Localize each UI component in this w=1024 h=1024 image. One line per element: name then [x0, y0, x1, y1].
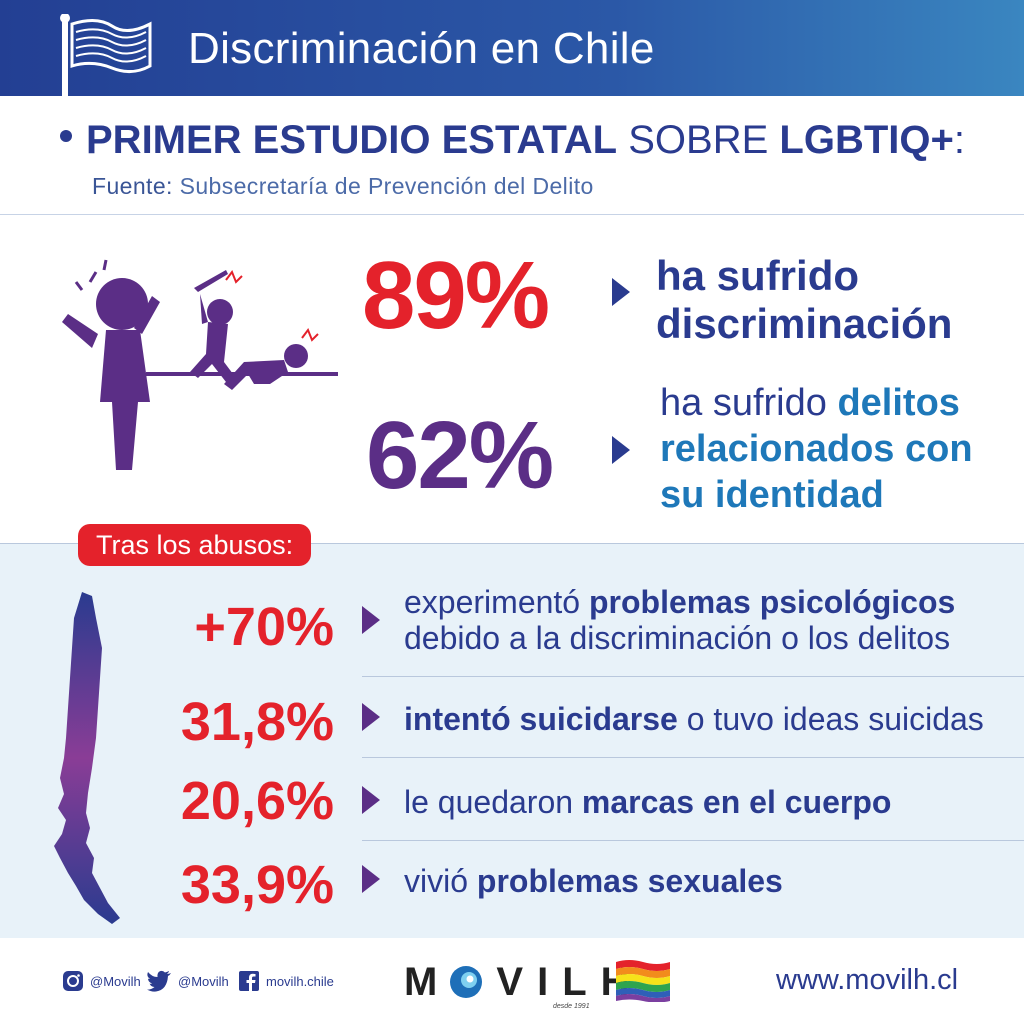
stat-33-9-plain: vivió — [404, 863, 477, 899]
logo-subtitle: desde 1991 — [553, 1003, 590, 1010]
divider — [362, 840, 1024, 841]
divider — [0, 214, 1024, 215]
stat-31-8-description: intentó suicidarse o tuvo ideas suicidas — [404, 701, 984, 737]
divider — [0, 543, 1024, 544]
bullet-icon — [60, 130, 72, 143]
stat-89-description: ha sufrido discriminación — [656, 252, 952, 348]
header-banner: Discriminación en Chile — [0, 0, 1024, 96]
twitter-link[interactable]: @Movilh — [146, 970, 229, 992]
arrow-icon — [612, 278, 630, 306]
stat-62-description: ha sufrido delitos relacionados con su i… — [660, 380, 973, 518]
abuses-section — [0, 543, 1024, 938]
stat-62-line3: su identidad — [660, 474, 884, 516]
instagram-link[interactable]: @Movilh — [62, 970, 141, 992]
twitter-handle: @Movilh — [178, 973, 229, 989]
movilh-logo: MOVILH — [404, 960, 644, 1004]
study-title-bold: PRIMER ESTUDIO ESTATAL — [86, 118, 618, 162]
website-link[interactable]: www.movilh.cl — [776, 964, 959, 996]
stat-20-6: 20,6% — [180, 771, 334, 831]
stat-33-9: 33,9% — [180, 855, 334, 915]
instagram-icon — [63, 971, 83, 991]
study-title-colon: : — [953, 118, 965, 162]
stat-70-bold: problemas psicológicos — [588, 584, 956, 620]
divider — [362, 676, 1024, 677]
arrow-icon — [362, 865, 380, 893]
arrow-icon — [362, 606, 380, 634]
abuses-label: Tras los abusos: — [78, 524, 312, 566]
arrow-icon — [362, 786, 380, 814]
stat-20-6-plain: le quedaron — [404, 784, 582, 820]
stat-89-line2: discriminación — [656, 300, 953, 347]
page-title: Discriminación en Chile — [188, 24, 655, 73]
study-title-thin: SOBRE — [617, 118, 780, 162]
facebook-link[interactable]: movilh.chile — [238, 970, 334, 992]
violence-icon — [62, 259, 338, 470]
footer — [0, 938, 1024, 1024]
rainbow-flag-icon — [616, 960, 670, 1002]
stat-33-9-bold: problemas sexuales — [476, 863, 783, 899]
source-label: Fuente: — [92, 173, 173, 199]
stat-31-8-bold: intentó suicidarse — [404, 701, 678, 737]
study-title-lgbtiq: LGBTIQ+ — [779, 118, 954, 162]
twitter-icon — [147, 970, 171, 992]
stat-62-line1-plain: ha sufrido — [660, 382, 838, 424]
stat-70-plain: experimentó — [404, 584, 589, 620]
source-value: Subsecretaría de Prevención del Delito — [172, 173, 594, 199]
arrow-icon — [362, 703, 380, 731]
stat-33-9-description: vivió problemas sexuales — [404, 863, 783, 899]
stat-70-line2: debido a la discriminación o los delitos — [404, 620, 951, 656]
divider — [362, 757, 1024, 758]
stat-62: 62% — [366, 402, 554, 509]
flag-icon — [60, 14, 152, 96]
facebook-icon — [239, 971, 259, 991]
stat-31-8-plain: o tuvo ideas suicidas — [677, 701, 984, 737]
study-heading: PRIMER ESTUDIO ESTATAL SOBRE LGBTIQ+: — [60, 118, 965, 163]
logo-swirl-icon — [448, 964, 484, 1000]
stat-31-8: 31,8% — [180, 692, 334, 752]
chile-map-icon — [54, 592, 120, 924]
stat-62-line2: relacionados con — [660, 428, 973, 470]
stat-70-description: experimentó problemas psicológicos debid… — [404, 584, 955, 656]
stat-70: +70% — [194, 597, 334, 657]
stat-62-line1-bold: delitos — [837, 382, 960, 424]
arrow-icon — [612, 436, 630, 464]
stat-89: 89% — [362, 242, 550, 349]
stat-20-6-bold: marcas en el cuerpo — [581, 784, 892, 820]
stat-20-6-description: le quedaron marcas en el cuerpo — [404, 784, 891, 820]
instagram-handle: @Movilh — [90, 973, 141, 989]
stat-89-line1: ha sufrido — [656, 252, 860, 299]
source-line: Fuente: Subsecretaría de Prevención del … — [92, 173, 594, 200]
facebook-handle: movilh.chile — [266, 973, 334, 989]
